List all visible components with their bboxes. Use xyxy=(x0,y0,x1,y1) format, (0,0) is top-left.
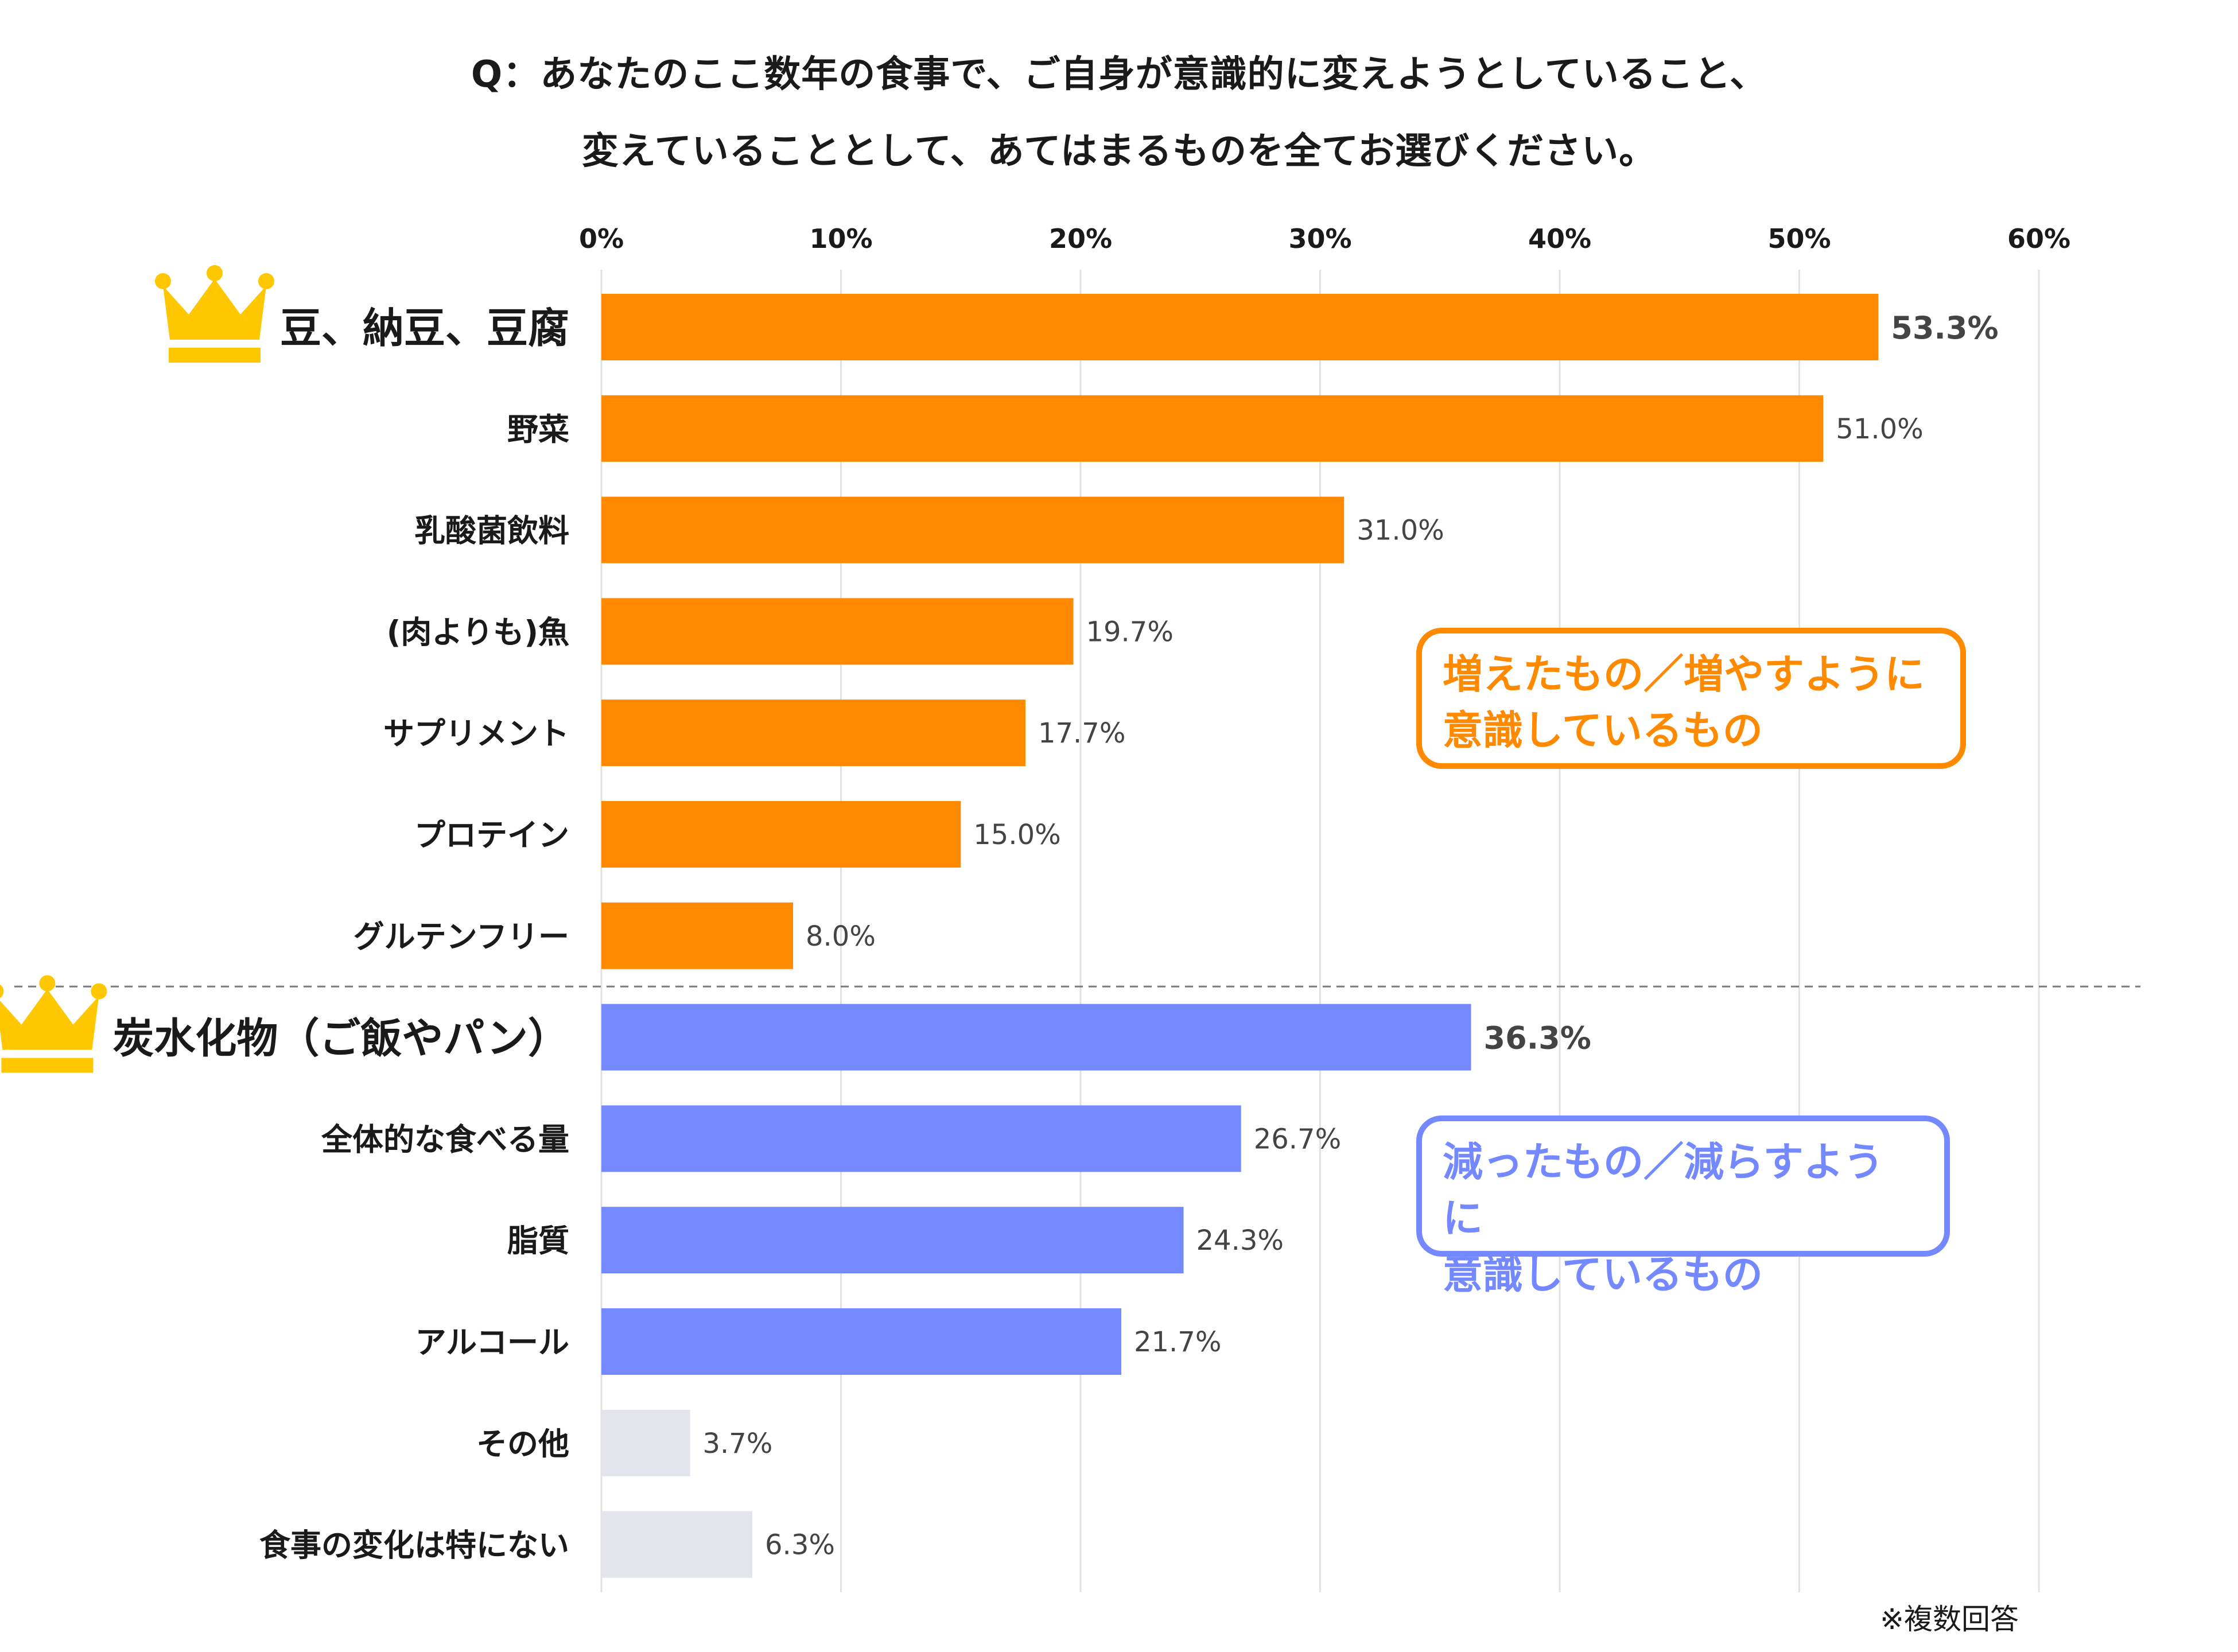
category-label: 食事の変化は特にない xyxy=(259,1527,569,1564)
category-label: サプリメント xyxy=(383,716,569,752)
crown-jewel xyxy=(0,984,4,998)
x-tick-label: 0% xyxy=(579,223,624,254)
crown-jewel xyxy=(206,265,223,281)
value-label: 19.7% xyxy=(1086,616,1173,648)
bar-decrease xyxy=(601,1308,1121,1375)
category-label: (肉よりも)魚 xyxy=(387,614,569,650)
x-tick-label: 20% xyxy=(1049,223,1112,254)
crown-base xyxy=(168,348,261,363)
value-label: 24.3% xyxy=(1196,1225,1284,1257)
footnote-note: ※複数回答 xyxy=(1880,1603,2019,1636)
callout-decrease: 減ったもの／減らすように 意識しているもの xyxy=(1416,1115,1950,1298)
value-label: 8.0% xyxy=(806,920,876,953)
bar-increase xyxy=(601,699,1025,767)
bar-other xyxy=(601,1409,690,1476)
bar-increase xyxy=(601,598,1074,665)
value-label: 21.7% xyxy=(1134,1326,1221,1358)
crown-body xyxy=(162,279,266,340)
category-label: 脂質 xyxy=(507,1223,569,1259)
value-label: 17.7% xyxy=(1038,717,1125,749)
chart-title-line-2: 変えていることとして、あてはまるものを全てお選びください。 xyxy=(581,130,1657,173)
crown-icon xyxy=(0,975,107,1073)
value-label: 53.3% xyxy=(1891,310,1998,346)
category-label: 全体的な食べる量 xyxy=(321,1121,569,1157)
value-label: 15.0% xyxy=(973,819,1060,851)
value-label: 36.3% xyxy=(1484,1020,1591,1056)
callout-increase: 増えたもの／増やすように 意識しているもの xyxy=(1416,628,1966,769)
category-label: 野菜 xyxy=(507,411,569,448)
crown-icon xyxy=(154,265,274,363)
category-label-highlight: 炭水化物（ご飯やパン） xyxy=(112,1014,569,1063)
bar-decrease xyxy=(601,1105,1241,1172)
category-label: プロテイン xyxy=(414,817,569,853)
crown-base xyxy=(1,1058,94,1073)
crown-jewel xyxy=(154,273,171,289)
value-label: 31.0% xyxy=(1357,515,1444,547)
value-label: 6.3% xyxy=(765,1529,835,1561)
x-tick-label: 30% xyxy=(1288,223,1351,254)
category-label: 乳酸菌飲料 xyxy=(414,513,569,549)
x-tick-label: 60% xyxy=(2007,223,2070,254)
value-label: 51.0% xyxy=(1836,413,1923,445)
category-label-highlight: 豆、納豆、豆腐 xyxy=(280,304,569,352)
crown-jewel xyxy=(91,983,107,1000)
bar-other xyxy=(601,1511,753,1578)
category-label: その他 xyxy=(476,1426,569,1462)
x-tick-label: 10% xyxy=(809,223,872,254)
chart-title-line-1: Q：あなたのここ数年の食事で、ご自身が意識的に変えようとしていること、 xyxy=(471,53,1767,96)
category-label: アルコール xyxy=(415,1324,569,1361)
x-tick-label: 50% xyxy=(1767,223,1831,254)
bar-decrease xyxy=(601,1207,1184,1274)
bar-increase xyxy=(601,294,1879,360)
bar-increase xyxy=(601,496,1345,563)
value-label: 26.7% xyxy=(1254,1123,1341,1155)
value-label: 3.7% xyxy=(702,1428,772,1460)
bar-increase xyxy=(601,801,961,868)
x-tick-label: 40% xyxy=(1528,223,1591,254)
crown-body xyxy=(0,989,99,1050)
bar-decrease xyxy=(601,1004,1471,1071)
bar-increase xyxy=(601,902,793,969)
callout-decrease-text: 減ったもの／減らすように 意識しているもの xyxy=(1443,1138,1884,1298)
crown-jewel xyxy=(258,273,274,289)
callout-increase-text: 増えたもの／増やすように 意識しているもの xyxy=(1443,651,1925,754)
category-label: グルテンフリー xyxy=(353,919,569,955)
crown-jewel xyxy=(39,975,56,992)
bar-increase xyxy=(601,395,1824,462)
